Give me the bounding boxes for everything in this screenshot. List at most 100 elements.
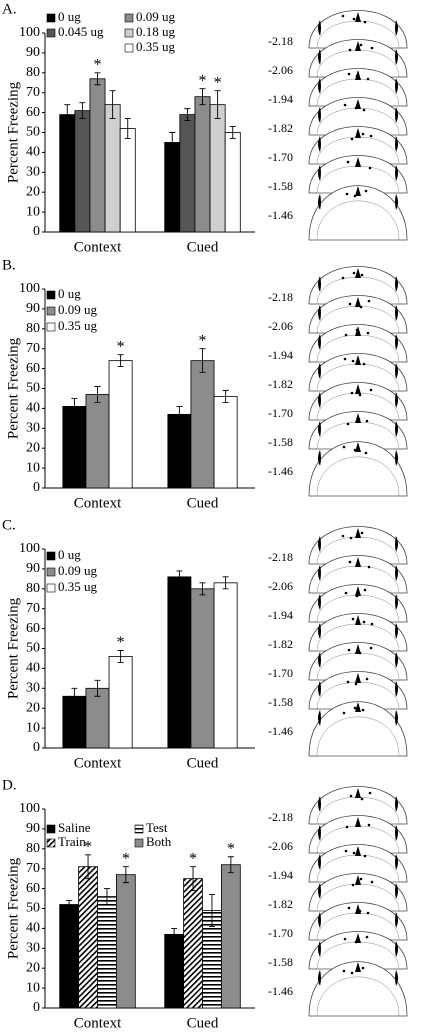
site-dot [347,906,351,910]
bar [104,104,121,233]
y-tick-label: 90 [26,45,40,60]
brain-outline [308,815,408,854]
midline [355,557,361,567]
site-dot [342,445,346,449]
section-label: -1.58 [268,179,293,193]
bar [85,687,110,749]
site-dot [353,194,357,198]
ventricle-right [395,681,398,697]
site-dot [370,46,374,50]
brain-outline [308,382,408,421]
section-label: -1.70 [268,926,293,940]
y-tick-label: 80 [26,581,40,596]
section-label: -2.06 [268,579,293,593]
ventricle-right [395,276,398,292]
brain-outline [308,10,408,49]
brain-outline [308,786,408,825]
midline [355,702,361,712]
brain-outline [308,68,408,107]
y-tick-label: 70 [26,861,40,876]
site-dot [345,192,349,196]
ventricle-right [395,854,398,870]
y-tick-label: 50 [26,641,40,656]
error-bar [169,132,176,153]
error-bar [64,104,71,125]
site-dot [366,331,370,335]
bar [74,110,91,233]
ventricle-left [318,107,321,123]
legend-swatch [46,583,56,593]
midline [355,442,361,452]
site-dot [353,706,357,710]
legend-label: Train [58,834,86,849]
section-label: -2.06 [268,319,293,333]
site-dot [362,362,366,366]
ventricle-right [395,334,398,350]
y-tick-label: 10 [26,720,40,735]
bar [209,104,226,233]
error-bar [229,126,236,139]
section-label: -1.82 [268,637,293,651]
site-dot [348,560,352,564]
error-bar [71,398,78,415]
site-dot [367,299,371,303]
section-label: -2.18 [268,550,293,564]
bar [116,874,136,1009]
brain-section [308,642,408,681]
brain-section [308,126,408,165]
site-dot [347,648,351,652]
y-tick-label: 20 [26,700,40,715]
brain-section [308,39,408,78]
brain-section [308,786,408,825]
ventricle-left [318,194,321,210]
error-bar [94,72,101,86]
panel-label: D. [2,777,17,793]
midline [355,99,361,109]
significance-marker: * [117,634,125,651]
brain-outline [308,642,408,681]
site-dot [369,646,373,650]
site-dot [349,794,353,798]
legend-label: 0.09 ug [136,9,176,24]
brain-section [308,815,408,854]
bar [213,396,238,489]
brain-inner [316,200,400,241]
midline [355,933,361,943]
ventricle-left [318,136,321,152]
site-dot [356,820,360,824]
brain-section [308,295,408,334]
brain-outline [308,584,408,623]
section-label: -1.94 [268,92,293,106]
bar [179,114,196,233]
legend-label: 0.35 ug [136,39,176,54]
bar [190,360,215,489]
brain-outline [308,295,408,334]
ventricle-right [395,363,398,379]
legend-swatch [124,28,134,38]
brain-outline [308,873,408,912]
y-tick-label: 70 [26,601,40,616]
ventricle-right [395,536,398,552]
ventricle-left [318,450,321,466]
site-dot [367,823,371,827]
legend-swatch [46,290,56,300]
legend-label: 0 ug [58,547,81,562]
section-label: -1.70 [268,150,293,164]
midline [355,128,361,138]
bar [167,413,192,489]
bar [97,896,117,1009]
brain-section [308,902,408,941]
legend-swatch [134,838,144,848]
x-tick-label: Context [74,755,122,771]
ventricle-left [318,941,321,957]
midline [355,186,361,196]
y-tick-label: 80 [26,321,40,336]
brain-outline [308,441,408,497]
legend-swatch [46,838,56,848]
site-dot [360,531,364,535]
y-tick-label: 60 [26,881,40,896]
error-bar [176,405,183,423]
significance-marker: * [122,850,130,867]
bar [164,933,184,1009]
